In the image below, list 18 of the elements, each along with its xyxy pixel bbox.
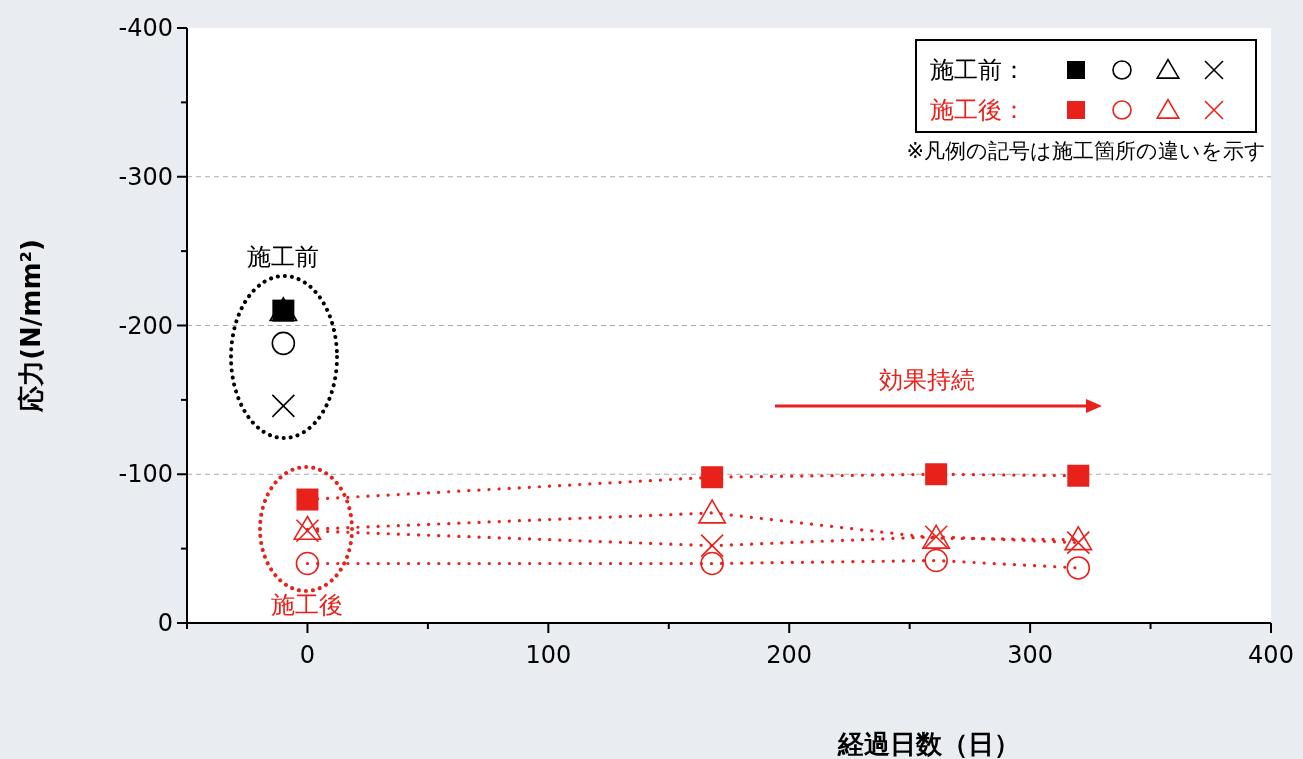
annotation: 施工前 xyxy=(247,243,319,271)
y-tick-label: 0 xyxy=(157,609,173,637)
x-tick-label: 200 xyxy=(766,641,813,669)
y-tick-label: -100 xyxy=(118,460,173,489)
x-tick-label: 0 xyxy=(299,641,316,669)
x-tick-label: 100 xyxy=(525,641,572,669)
y-axis-title: 応力(N/mm²) xyxy=(16,239,46,413)
annotation: 施工後 xyxy=(271,591,343,619)
annotation: ※凡例の記号は施工箇所の違いを示す xyxy=(906,139,1266,163)
y-tick-label: -300 xyxy=(118,162,173,191)
y-tick-label: -400 xyxy=(118,14,173,42)
x-tick-label: 400 xyxy=(1248,641,1294,669)
annotation: 効果持続 xyxy=(879,366,975,394)
annotation: 施工後： xyxy=(930,96,1026,124)
y-tick-label: -200 xyxy=(118,311,173,340)
x-axis-title: 経過日数（日） xyxy=(837,729,1020,759)
x-tick-label: 300 xyxy=(1007,641,1054,669)
annotation: 施工前： xyxy=(930,56,1026,84)
